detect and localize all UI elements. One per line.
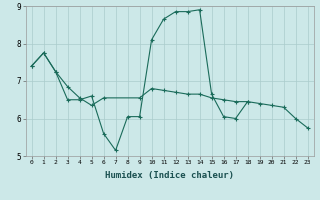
X-axis label: Humidex (Indice chaleur): Humidex (Indice chaleur) [105,171,234,180]
